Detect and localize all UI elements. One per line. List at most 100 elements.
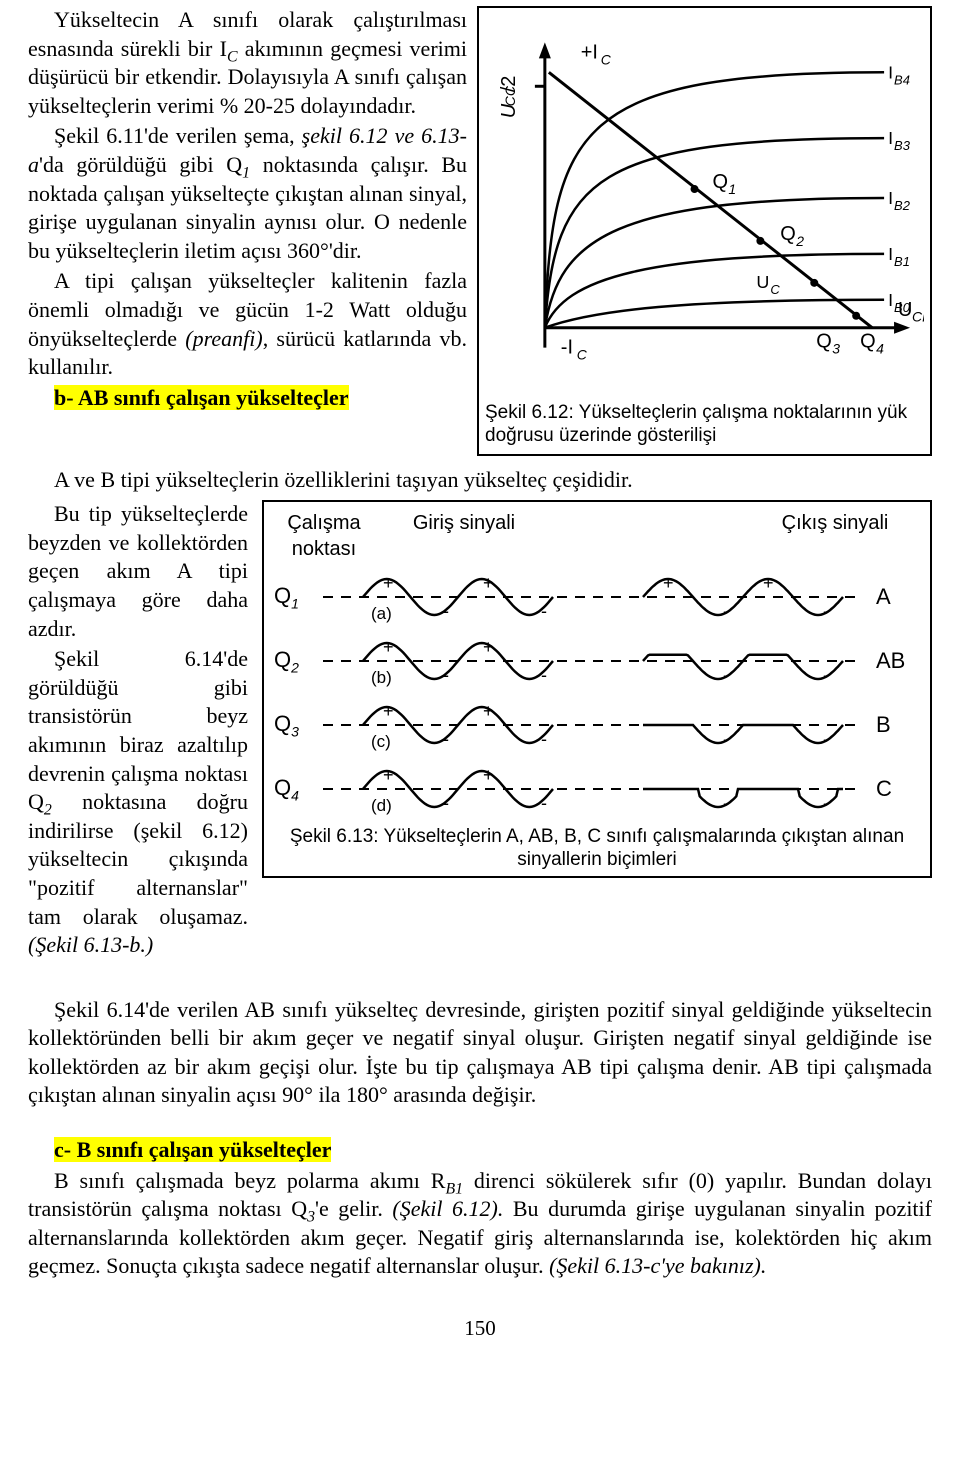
svg-text:4: 4 <box>876 341 884 357</box>
svg-text:Q: Q <box>712 171 728 193</box>
heading-c-text: c- B sınıfı çalışan yükselteçler <box>54 1137 331 1162</box>
q-label: Q4 <box>274 774 310 805</box>
svg-text:C: C <box>770 282 780 297</box>
svg-text:C: C <box>577 347 588 363</box>
svg-text:I: I <box>888 62 893 82</box>
p8-s2: 3 <box>307 1209 315 1226</box>
svg-text:-: - <box>723 793 729 813</box>
svg-text:+: + <box>483 573 494 593</box>
svg-text:B1: B1 <box>894 254 910 269</box>
p8-s: B1 <box>445 1180 463 1197</box>
svg-text:-: - <box>443 601 449 621</box>
p6-s: 2 <box>44 802 52 819</box>
svg-text:+: + <box>483 765 494 785</box>
class-label: A <box>876 583 920 612</box>
paragraph-3: A tipi çalışan yükselteçler kalitenin fa… <box>28 267 467 381</box>
figure-613-header: Çalışma noktası Giriş sinyali Çıkış siny… <box>274 510 920 562</box>
svg-text:-: - <box>723 601 729 621</box>
p2-s: 1 <box>242 164 250 181</box>
p8-i2: (Şekil 6.13-c'ye bakınız). <box>549 1253 766 1278</box>
page-number: 150 <box>28 1315 932 1342</box>
p2-b: 'da görüldüğü gibi Q <box>39 152 242 177</box>
q-label: Q3 <box>274 710 310 741</box>
svg-text:Q: Q <box>816 331 832 353</box>
svg-text:+: + <box>663 573 674 593</box>
left-text-column-2: Bu tip yükselteçlerde beyzden ve kollekt… <box>28 500 248 962</box>
paragraph-2: Şekil 6.11'de verilen şema, şekil 6.12 v… <box>28 122 467 265</box>
svg-text:B0: B0 <box>894 300 911 315</box>
svg-text:-: - <box>541 793 547 813</box>
svg-text:1: 1 <box>728 181 736 197</box>
q-label: Q1 <box>274 582 310 613</box>
p8-c: 'e gelir. <box>315 1196 392 1221</box>
p3-i: (preanfi) <box>185 326 262 351</box>
svg-text:I: I <box>888 290 893 310</box>
signal-svg: (b) + - + - - - <box>318 632 868 690</box>
svg-text:-: - <box>723 665 729 685</box>
left-text-column: Yükseltecin A sınıfı olarak çalıştırılma… <box>28 6 467 456</box>
svg-text:+: + <box>383 573 394 593</box>
figure-612-caption: Şekil 6.12: Yükselteçlerin çalışma nokta… <box>485 402 924 448</box>
svg-text:B3: B3 <box>894 138 911 153</box>
svg-text:U: U <box>756 272 769 292</box>
paragraph-8: B sınıfı çalışmada beyz polarma akımı RB… <box>28 1167 932 1281</box>
p1-sub: C <box>227 48 238 65</box>
svg-text:-I: -I <box>561 337 573 359</box>
svg-text:I: I <box>888 128 893 148</box>
svg-text:/2: /2 <box>498 76 520 93</box>
svg-text:+: + <box>483 637 494 657</box>
hdr-col1: Çalışma noktası <box>274 510 374 562</box>
svg-text:-: - <box>541 665 547 685</box>
paragraph-5: Bu tip yükselteçlerde beyzden ve kollekt… <box>28 500 248 643</box>
signal-row: Q4(d)+-+---C <box>274 760 920 818</box>
signal-row: Q1(a)+-+-+-+-A <box>274 568 920 626</box>
svg-text:CE: CE <box>912 309 924 325</box>
class-label: AB <box>876 647 920 676</box>
svg-text:-: - <box>541 601 547 621</box>
paragraph-6: Şekil 6.14'de görüldüğü gibi transistörü… <box>28 645 248 960</box>
svg-text:-: - <box>443 665 449 685</box>
signal-row: Q3(c)+-+---B <box>274 696 920 754</box>
hdr-col2: Giriş sinyali <box>374 510 554 562</box>
svg-text:Q: Q <box>860 331 876 353</box>
p6-b: noktasına doğru indirilirse (şekil 6.12)… <box>28 789 248 928</box>
p2-a: Şekil 6.11'de verilen şema, <box>54 123 302 148</box>
svg-text:-: - <box>823 729 829 749</box>
paragraph-1: Yükseltecin A sınıfı olarak çalıştırılma… <box>28 6 467 120</box>
p8-i: (Şekil 6.12). <box>392 1196 503 1221</box>
signal-svg: (c)+-+--- <box>318 696 868 754</box>
paragraph-4: A ve B tipi yükselteçlerin özelliklerini… <box>28 466 932 495</box>
svg-text:+: + <box>763 573 774 593</box>
svg-text:-: - <box>541 729 547 749</box>
svg-text:I: I <box>888 244 893 264</box>
svg-text:-: - <box>723 729 729 749</box>
figure-612-frame: U CC /2 +I C -I C U CE IB4 I <box>477 6 932 456</box>
svg-text:I: I <box>888 188 893 208</box>
heading-b: b- AB sınıfı çalışan yükselteçler <box>28 384 467 413</box>
svg-text:3: 3 <box>832 341 840 357</box>
svg-text:Q: Q <box>780 223 796 245</box>
heading-b-text: b- AB sınıfı çalışan yükselteçler <box>54 385 349 410</box>
svg-text:-: - <box>443 793 449 813</box>
signal-svg: (a)+-+-+-+- <box>318 568 868 626</box>
svg-text:+: + <box>483 701 494 721</box>
svg-text:+: + <box>383 701 394 721</box>
svg-text:-: - <box>823 665 829 685</box>
class-label: C <box>876 775 920 804</box>
svg-text:+: + <box>383 637 394 657</box>
svg-text:(d): (d) <box>371 796 392 815</box>
figure-613-caption: Şekil 6.13: Yükselteçlerin A, AB, B, C s… <box>274 826 920 872</box>
svg-text:+I: +I <box>581 41 598 63</box>
class-label: B <box>876 711 920 740</box>
signal-row: Q2 (b) + - + - - - AB <box>274 632 920 690</box>
svg-text:(b): (b) <box>371 668 392 687</box>
svg-text:C: C <box>601 51 612 67</box>
heading-c: c- B sınıfı çalışan yükselteçler <box>28 1136 932 1165</box>
svg-text:-: - <box>443 729 449 749</box>
figure-613-column: Çalışma noktası Giriş sinyali Çıkış siny… <box>262 500 932 962</box>
p6-i: (Şekil 6.13-b.) <box>28 932 153 957</box>
svg-text:2: 2 <box>795 233 804 249</box>
p8-a: B sınıfı çalışmada beyz polarma akımı R <box>54 1168 445 1193</box>
svg-text:+: + <box>383 765 394 785</box>
q-label: Q2 <box>274 646 310 677</box>
